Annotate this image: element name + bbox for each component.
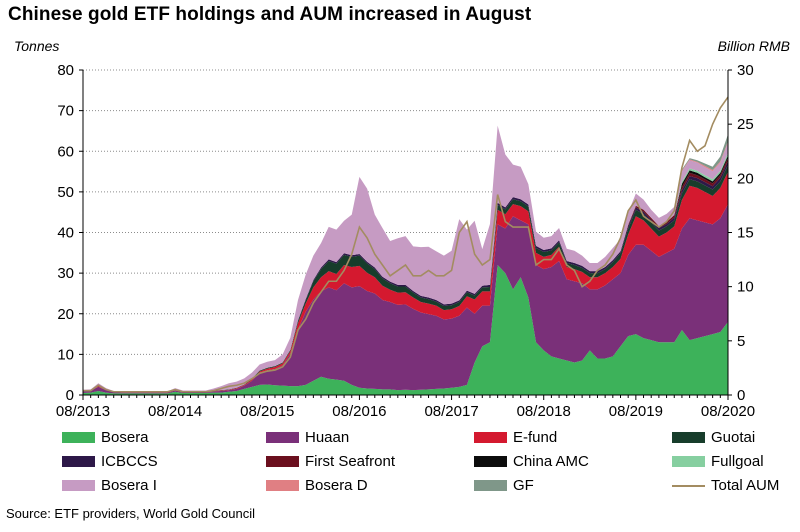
x-tick-label: 08/2013	[56, 403, 110, 420]
left-tick-label: 50	[57, 184, 74, 201]
left-tick-label: 60	[57, 143, 74, 160]
legend-label: ICBCCS	[101, 453, 158, 470]
legend-item-gf: GF	[474, 477, 534, 494]
right-tick-label: 10	[737, 279, 754, 296]
legend-swatch	[474, 480, 507, 491]
legend-label: Bosera I	[101, 477, 157, 494]
legend-swatch	[266, 480, 299, 491]
legend-item-china-amc: China AMC	[474, 453, 589, 470]
legend-swatch	[672, 485, 705, 487]
legend-swatch	[62, 480, 95, 491]
left-tick-label: 70	[57, 103, 74, 120]
legend-swatch	[62, 456, 95, 467]
legend-label: Bosera D	[305, 477, 368, 494]
left-tick-label: 10	[57, 346, 74, 363]
legend-item-first-seafront: First Seafront	[266, 453, 395, 470]
left-tick-label: 0	[66, 387, 74, 404]
legend-label: E-fund	[513, 429, 558, 446]
total-aum-line	[83, 96, 729, 393]
legend: Bosera Huaan E-fund Guotai ICBCCS First Seafr…	[62, 429, 792, 501]
legend-item-bosera: Bosera	[62, 429, 149, 446]
x-tick-label: 08/2016	[332, 403, 386, 420]
legend-swatch	[474, 456, 507, 467]
legend-item-fullgoal: Fullgoal	[672, 453, 764, 470]
legend-item-huaan: Huaan	[266, 429, 349, 446]
legend-label: Bosera	[101, 429, 149, 446]
legend-swatch	[266, 432, 299, 443]
x-tick-label: 08/2015	[240, 403, 294, 420]
x-tick-label: 08/2017	[424, 403, 478, 420]
legend-swatch	[672, 432, 705, 443]
legend-label: Guotai	[711, 429, 756, 446]
legend-item-total-aum: Total AUM	[672, 477, 779, 494]
chart-title: Chinese gold ETF holdings and AUM increa…	[8, 4, 532, 25]
right-tick-label: 15	[737, 225, 754, 242]
legend-swatch	[62, 432, 95, 443]
right-tick-label: 25	[737, 116, 754, 133]
x-tick-label: 08/2018	[517, 403, 571, 420]
legend-item-bosera-i: Bosera I	[62, 477, 157, 494]
left-tick-label: 30	[57, 265, 74, 282]
right-tick-label: 0	[737, 387, 745, 404]
x-tick-label: 08/2019	[609, 403, 663, 420]
stacked-areas	[83, 125, 728, 395]
right-tick-label: 30	[737, 62, 754, 79]
legend-label: GF	[513, 477, 534, 494]
legend-label: Huaan	[305, 429, 350, 446]
legend-label: Fullgoal	[711, 453, 764, 470]
source-note: Source: ETF providers, World Gold Counci…	[6, 506, 256, 521]
legend-label: First Seafront	[305, 453, 396, 470]
legend-label: Total AUM	[711, 477, 780, 494]
legend-item-icbccs: ICBCCS	[62, 453, 158, 470]
x-tick-label: 08/2020	[701, 403, 755, 420]
left-tick-label: 80	[57, 62, 74, 79]
right-tick-label: 5	[737, 333, 745, 350]
legend-item-guotai: Guotai	[672, 429, 755, 446]
x-tick-label: 08/2014	[148, 403, 202, 420]
line-total-aum	[83, 96, 729, 393]
right-axis-unit: Billion RMB	[717, 38, 790, 54]
legend-swatch	[672, 456, 705, 467]
left-axis-unit: Tonnes	[14, 38, 60, 54]
legend-label: China AMC	[513, 453, 589, 470]
left-tick-label: 20	[57, 306, 74, 323]
right-tick-label: 20	[737, 170, 754, 187]
legend-swatch	[474, 432, 507, 443]
legend-item-e-fund: E-fund	[474, 429, 557, 446]
area-bosera-i	[83, 125, 728, 393]
chart-canvas: 0 10 20 30 40 50 60 70 80 0 5 10 15 20 25 30 08/2013 08/2…	[56, 62, 755, 420]
tick-labels: 0 10 20 30 40 50 60 70 80 0 5 10 15 20 25 30 08/2013 08/2…	[56, 62, 755, 420]
area-bosera	[83, 265, 728, 395]
area-huaan	[83, 204, 728, 394]
legend-swatch	[266, 456, 299, 467]
legend-item-bosera-d: Bosera D	[266, 477, 368, 494]
left-tick-label: 40	[57, 225, 74, 242]
area-e-fund	[83, 171, 728, 393]
axes	[79, 69, 732, 400]
